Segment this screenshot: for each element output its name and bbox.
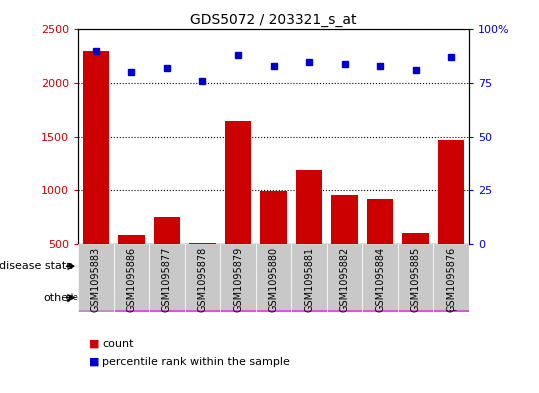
Bar — [433, 283, 469, 312]
Text: gleason
score
n/a: gleason score n/a — [436, 283, 466, 312]
Text: GSM1095878: GSM1095878 — [197, 247, 208, 312]
Text: percentile rank within the sample: percentile rank within the sample — [102, 356, 291, 367]
Bar — [256, 252, 291, 281]
Text: ■: ■ — [89, 356, 99, 367]
Text: GSM1095886: GSM1095886 — [127, 247, 136, 312]
Title: GDS5072 / 203321_s_at: GDS5072 / 203321_s_at — [190, 13, 357, 27]
Text: GSM1095876: GSM1095876 — [446, 247, 456, 312]
Bar — [154, 217, 180, 297]
Text: gleason score 9: gleason score 9 — [230, 293, 317, 303]
Bar — [402, 233, 429, 297]
Text: other: other — [43, 293, 73, 303]
Bar — [225, 121, 251, 297]
Bar — [362, 244, 398, 310]
Bar — [327, 252, 362, 281]
Bar — [185, 283, 220, 312]
Text: GSM1095880: GSM1095880 — [268, 247, 279, 312]
Text: count: count — [102, 339, 134, 349]
Bar — [114, 252, 149, 281]
Bar — [78, 283, 114, 312]
Bar — [331, 195, 358, 297]
Text: GSM1095877: GSM1095877 — [162, 247, 172, 312]
Bar — [327, 244, 362, 310]
Bar — [189, 242, 216, 297]
Bar — [220, 252, 256, 281]
Bar — [260, 191, 287, 297]
Text: GSM1095885: GSM1095885 — [411, 247, 420, 312]
Bar — [149, 252, 185, 281]
Bar — [185, 244, 220, 310]
Bar — [220, 283, 256, 312]
Text: prostate cancer: prostate cancer — [212, 261, 300, 271]
Text: gleason score 8: gleason score 8 — [66, 293, 126, 302]
Bar — [398, 252, 433, 281]
Bar — [78, 252, 114, 281]
Text: disease state: disease state — [0, 261, 73, 271]
Bar — [362, 252, 398, 281]
Bar — [149, 283, 185, 312]
Bar — [82, 51, 109, 297]
Bar — [149, 244, 185, 310]
Bar — [291, 244, 327, 310]
Text: contro
l: contro l — [437, 257, 466, 276]
Bar — [367, 199, 393, 297]
Bar — [296, 170, 322, 297]
Bar — [362, 283, 398, 312]
Bar — [398, 244, 433, 310]
Text: GSM1095882: GSM1095882 — [340, 247, 350, 312]
Bar — [114, 244, 149, 310]
Bar — [291, 252, 327, 281]
Bar — [114, 283, 149, 312]
Bar — [291, 283, 327, 312]
Bar — [433, 252, 469, 281]
Bar — [398, 283, 433, 312]
Bar — [78, 244, 114, 310]
Bar — [438, 140, 465, 297]
Text: GSM1095881: GSM1095881 — [304, 247, 314, 312]
Bar — [185, 252, 220, 281]
Bar — [327, 283, 362, 312]
Text: GSM1095884: GSM1095884 — [375, 247, 385, 312]
Bar — [256, 244, 291, 310]
Bar — [220, 244, 256, 310]
Bar — [433, 244, 469, 310]
Bar — [256, 283, 291, 312]
Text: GSM1095879: GSM1095879 — [233, 247, 243, 312]
Bar — [118, 235, 145, 297]
Text: ■: ■ — [89, 339, 99, 349]
Text: GSM1095883: GSM1095883 — [91, 247, 101, 312]
